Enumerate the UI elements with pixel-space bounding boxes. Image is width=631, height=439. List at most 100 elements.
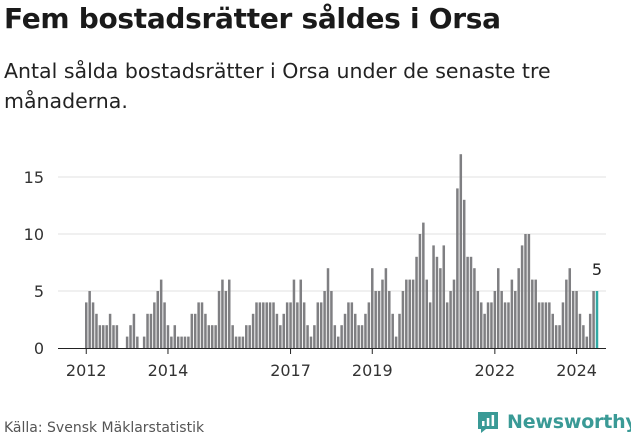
chart-subtitle: Antal sålda bostadsrätter i Orsa under d… [4, 59, 551, 113]
bar [398, 313, 401, 348]
bar [98, 325, 102, 348]
bar [88, 291, 91, 348]
bar [561, 302, 565, 348]
bar [108, 313, 112, 348]
bar [422, 222, 425, 348]
bar [214, 325, 217, 348]
bar [296, 302, 299, 348]
bar [497, 268, 500, 348]
bar [558, 325, 561, 348]
bar [466, 256, 469, 348]
bar [217, 291, 221, 348]
bar [428, 302, 432, 348]
bar [282, 313, 285, 348]
bar [490, 302, 493, 348]
bar [258, 302, 262, 348]
bar [176, 336, 180, 348]
bar [115, 325, 119, 348]
bar [534, 279, 537, 348]
bar [486, 302, 490, 348]
bar [401, 291, 405, 348]
bar [316, 302, 320, 348]
bar [541, 302, 544, 348]
bar [268, 302, 272, 348]
bar [105, 325, 108, 348]
bar [336, 336, 340, 348]
bar [207, 325, 211, 348]
x-tick-label: 2019 [352, 361, 393, 380]
bar [408, 279, 411, 348]
x-tick-label: 2022 [474, 361, 515, 380]
bar [483, 313, 486, 348]
x-tick-label: 2014 [148, 361, 189, 380]
bar [350, 302, 354, 348]
bar [326, 268, 330, 348]
bar [415, 256, 418, 348]
bar [439, 268, 442, 348]
bar [241, 336, 245, 348]
bar [554, 325, 558, 348]
bar [367, 302, 371, 348]
bar [500, 291, 503, 348]
bar [289, 302, 292, 348]
bar [265, 302, 268, 348]
bar [234, 336, 238, 348]
bar [102, 325, 105, 348]
bar [183, 336, 187, 348]
bar [180, 336, 183, 348]
bar [136, 336, 139, 348]
logo-text: Newsworthy [507, 411, 631, 433]
bar [371, 268, 374, 348]
bar [309, 336, 313, 348]
bar [473, 268, 476, 348]
bar [159, 279, 163, 348]
newsworthy-logo-icon [478, 412, 498, 433]
bar [592, 291, 595, 348]
x-tick-label: 2012 [66, 361, 107, 380]
chart-title: Fem bostadsrätter såldes i Orsa [4, 2, 501, 35]
bar [503, 302, 507, 348]
bar [302, 302, 306, 348]
bar [582, 325, 585, 348]
bar [313, 325, 316, 348]
bar [319, 302, 323, 348]
bar [551, 313, 554, 348]
bar [91, 302, 95, 348]
y-tick-label: 10 [24, 225, 44, 244]
bar [507, 302, 510, 348]
y-tick-label: 5 [34, 282, 44, 301]
bar [142, 336, 146, 348]
bar [272, 302, 275, 348]
bar [510, 279, 514, 348]
bar [568, 268, 572, 348]
bar [565, 279, 568, 348]
bar [588, 313, 592, 348]
bar [125, 336, 129, 348]
bar [571, 291, 575, 348]
bar [323, 291, 326, 348]
bar [343, 313, 347, 348]
bar [418, 234, 422, 348]
y-tick-label: 15 [24, 168, 44, 187]
bar [149, 313, 153, 348]
bar [377, 291, 381, 348]
bar [531, 279, 534, 348]
bar [384, 268, 388, 348]
bar [333, 325, 337, 348]
bar [347, 302, 350, 348]
bar [442, 245, 446, 348]
x-tick-label: 2024 [556, 361, 597, 380]
bar [210, 325, 214, 348]
bar [537, 302, 541, 348]
bar [360, 325, 364, 348]
bar [452, 279, 456, 348]
bar [197, 302, 200, 348]
bar [224, 291, 228, 348]
bar [456, 188, 459, 348]
bar [166, 325, 170, 348]
bar [575, 291, 578, 348]
bar [156, 291, 160, 348]
bar [228, 279, 231, 348]
bar [548, 302, 551, 348]
bar [476, 291, 480, 348]
